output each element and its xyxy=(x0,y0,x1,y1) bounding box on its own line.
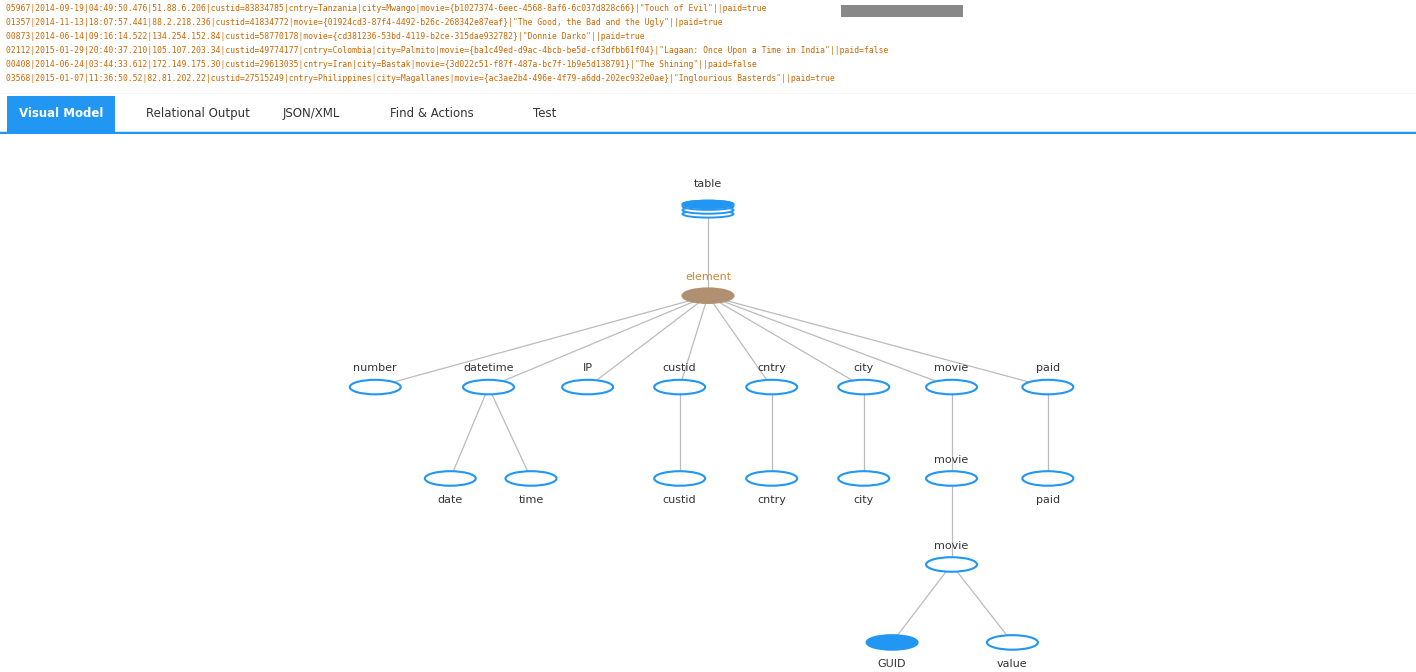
Text: Relational Output: Relational Output xyxy=(146,107,251,120)
Ellipse shape xyxy=(683,201,733,208)
Text: custid: custid xyxy=(663,495,697,505)
Ellipse shape xyxy=(838,380,889,394)
FancyBboxPatch shape xyxy=(7,95,115,133)
Ellipse shape xyxy=(746,380,797,394)
Text: number: number xyxy=(354,364,396,374)
Ellipse shape xyxy=(350,380,401,394)
Ellipse shape xyxy=(463,380,514,394)
Text: Test: Test xyxy=(534,107,556,120)
Text: paid: paid xyxy=(1035,495,1061,505)
Text: 05967|2014-09-19|04:49:50.476|51.88.6.206|custid=83834785|cntry=Tanzania|city=Mw: 05967|2014-09-19|04:49:50.476|51.88.6.20… xyxy=(6,4,766,13)
Text: custid: custid xyxy=(663,364,697,374)
Text: IP: IP xyxy=(582,364,593,374)
Text: time: time xyxy=(518,495,544,505)
Text: cntry: cntry xyxy=(758,364,786,374)
Text: JSON/XML: JSON/XML xyxy=(283,107,340,120)
Text: movie: movie xyxy=(935,364,969,374)
Text: table: table xyxy=(694,179,722,189)
Ellipse shape xyxy=(683,288,733,303)
Text: movie: movie xyxy=(935,541,969,551)
Text: value: value xyxy=(997,659,1028,669)
Text: 02112|2015-01-29|20:40:37.210|105.107.203.34|custid=49774177|cntry=Colombia|city: 02112|2015-01-29|20:40:37.210|105.107.20… xyxy=(6,46,888,55)
Ellipse shape xyxy=(654,471,705,486)
Ellipse shape xyxy=(926,557,977,572)
Ellipse shape xyxy=(654,380,705,394)
Ellipse shape xyxy=(425,471,476,486)
Ellipse shape xyxy=(838,471,889,486)
Ellipse shape xyxy=(926,471,977,486)
Bar xyxy=(841,5,963,17)
Text: Visual Model: Visual Model xyxy=(18,107,103,120)
Ellipse shape xyxy=(683,201,733,208)
Text: 00873|2014-06-14|09:16:14.522|134.254.152.84|custid=58770178|movie={cd381236-53b: 00873|2014-06-14|09:16:14.522|134.254.15… xyxy=(6,32,644,41)
Text: GUID: GUID xyxy=(878,659,906,669)
Text: Find & Actions: Find & Actions xyxy=(389,107,474,120)
Text: 00408|2014-06-24|03:44:33.612|172.149.175.30|custid=29613035|cntry=Iran|city=Bas: 00408|2014-06-24|03:44:33.612|172.149.17… xyxy=(6,60,756,69)
Ellipse shape xyxy=(683,210,733,218)
Ellipse shape xyxy=(562,380,613,394)
Text: date: date xyxy=(438,495,463,505)
Ellipse shape xyxy=(867,635,918,650)
Ellipse shape xyxy=(746,471,797,486)
Text: element: element xyxy=(685,272,731,282)
Text: datetime: datetime xyxy=(463,364,514,374)
Ellipse shape xyxy=(506,471,556,486)
Text: 03568|2015-01-07|11:36:50.52|82.81.202.22|custid=27515249|cntry=Philippines|city: 03568|2015-01-07|11:36:50.52|82.81.202.2… xyxy=(6,75,834,83)
Ellipse shape xyxy=(1022,471,1073,486)
Ellipse shape xyxy=(683,206,733,214)
Text: 01357|2014-11-13|18:07:57.441|88.2.218.236|custid=41834772|movie={01924cd3-87f4-: 01357|2014-11-13|18:07:57.441|88.2.218.2… xyxy=(6,18,722,27)
Text: movie: movie xyxy=(935,455,969,465)
Ellipse shape xyxy=(987,635,1038,650)
Text: city: city xyxy=(854,364,874,374)
Ellipse shape xyxy=(1022,380,1073,394)
Text: paid: paid xyxy=(1035,364,1061,374)
Ellipse shape xyxy=(683,202,733,210)
Text: cntry: cntry xyxy=(758,495,786,505)
Text: city: city xyxy=(854,495,874,505)
Ellipse shape xyxy=(926,380,977,394)
